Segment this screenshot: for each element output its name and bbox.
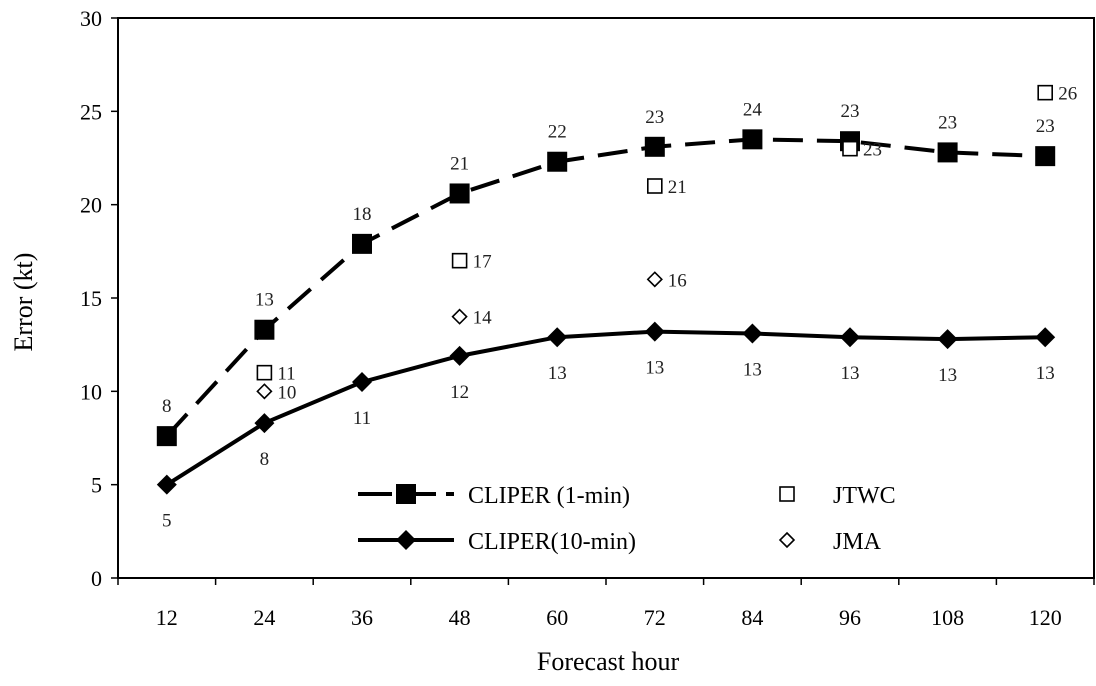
x-axis: 12 24 36 48 60 72 84 96 108 120: [117, 578, 1095, 630]
legend: CLIPER (1-min) CLIPER(10-min) JTWC JMA: [358, 483, 896, 555]
x-tick-label: 96: [839, 605, 861, 630]
data-label: 26: [1058, 84, 1077, 105]
x-tick-label: 72: [644, 605, 666, 630]
data-label: 11: [353, 408, 371, 429]
data-label: 24: [743, 99, 763, 120]
data-label: 22: [548, 122, 567, 143]
data-label: 13: [743, 359, 762, 380]
x-tick-label: 120: [1029, 605, 1062, 630]
data-label: 8: [162, 396, 172, 417]
data-point: [254, 319, 275, 340]
x-tick-label: 24: [253, 605, 275, 630]
data-label: 23: [863, 140, 882, 161]
y-tick-label: 5: [91, 473, 102, 498]
data-label: 18: [353, 204, 372, 225]
data-label: 11: [277, 364, 295, 385]
data-label: 13: [645, 358, 664, 379]
series-line: [165, 137, 1046, 438]
data-point: [742, 129, 763, 150]
y-tick-label: 0: [91, 566, 102, 591]
x-axis-title: Forecast hour: [537, 647, 680, 676]
legend-item: CLIPER (1-min): [358, 483, 630, 509]
data-point: [1035, 327, 1056, 348]
data-label: 13: [255, 290, 274, 311]
data-point: [256, 364, 273, 381]
legend-label: CLIPER(10-min): [468, 529, 636, 555]
x-tick-label: 12: [156, 605, 178, 630]
y-tick-label: 30: [80, 6, 102, 31]
data-point: [449, 183, 470, 204]
legend-marker: [778, 531, 796, 549]
data-point: [937, 142, 958, 163]
x-tick-label: 48: [449, 605, 471, 630]
data-label: 12: [450, 382, 469, 403]
data-label: 13: [841, 363, 860, 384]
series-jtwc: [256, 84, 1053, 381]
y-tick-label: 25: [80, 99, 102, 124]
data-label: 14: [473, 308, 493, 329]
series-line: [165, 329, 1046, 487]
data-label: 23: [645, 107, 664, 128]
data-point: [256, 383, 273, 400]
data-point: [352, 233, 372, 254]
data-point: [547, 327, 568, 348]
y-tick-label: 15: [80, 286, 102, 311]
x-tick-label: 60: [546, 605, 568, 630]
data-label: 13: [1036, 363, 1055, 384]
data-point: [451, 252, 468, 269]
series-jma: [256, 271, 663, 400]
data-point: [451, 308, 468, 325]
data-label: 23: [938, 112, 957, 133]
legend-label: JTWC: [833, 483, 896, 509]
data-label: 23: [1036, 116, 1055, 137]
data-label: 21: [668, 177, 687, 198]
series-cliper-10-min: [156, 321, 1056, 495]
data-point: [842, 140, 858, 157]
y-tick-label: 10: [80, 379, 102, 404]
x-tick-label: 84: [741, 605, 763, 630]
data-point: [644, 136, 665, 157]
data-label: 10: [277, 382, 296, 403]
data-point: [547, 151, 568, 172]
data-point: [644, 321, 665, 342]
data-point: [1035, 146, 1056, 167]
data-label: 13: [938, 365, 957, 386]
data-point: [352, 372, 372, 392]
y-axis-title: Error (kt): [9, 253, 38, 352]
data-point: [1037, 84, 1053, 101]
legend-item: JMA: [778, 529, 882, 555]
legend-marker: [779, 486, 795, 502]
data-label: 8: [260, 449, 270, 470]
data-label: 17: [473, 252, 492, 273]
legend-label: CLIPER (1-min): [468, 483, 630, 509]
data-label: 23: [841, 101, 860, 122]
x-tick-label: 36: [351, 605, 373, 630]
y-tick-label: 20: [80, 193, 102, 218]
series-layer: [156, 84, 1056, 495]
data-point: [742, 323, 763, 344]
data-label: 5: [162, 511, 172, 532]
data-point: [646, 271, 663, 288]
y-axis: 0 5 10 15 20 25 30: [80, 6, 118, 591]
data-point: [646, 178, 663, 194]
legend-item: CLIPER(10-min): [358, 529, 636, 555]
data-label: 16: [668, 270, 687, 291]
data-point: [254, 413, 275, 434]
legend-label: JMA: [833, 529, 882, 555]
legend-marker: [396, 530, 416, 550]
legend-marker: [396, 484, 416, 504]
data-point: [156, 426, 177, 447]
legend-item: JTWC: [779, 483, 896, 509]
data-point: [937, 329, 958, 350]
x-tick-label: 108: [931, 605, 964, 630]
data-point: [156, 474, 177, 495]
data-label: 21: [450, 153, 469, 174]
data-label: 13: [548, 363, 567, 384]
data-point: [840, 327, 860, 348]
data-point: [449, 345, 470, 366]
